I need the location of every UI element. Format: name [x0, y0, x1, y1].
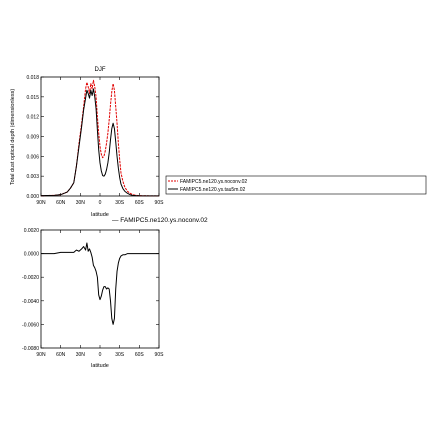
- bottom-x-tick-label: 90N: [36, 352, 46, 358]
- bottom-x-axis-label: latitude: [91, 363, 109, 369]
- top-x-ticks: 90N 60N 30N 0 30S 60S 90S: [36, 77, 164, 206]
- bottom-x-tick-label: 30N: [76, 352, 86, 358]
- top-y-tick-label: 0.006: [26, 154, 39, 160]
- top-panel: DJF 0.0000.0030.0060.0090.0120.0150.018 …: [10, 67, 164, 218]
- bottom-y-ticks: 0.0020 0.0000 -0.0020 -0.0040 -0.0060 -0.0080: [22, 228, 159, 352]
- top-x-tick-label: 60S: [135, 200, 145, 206]
- top-x-tick-label: 0: [99, 200, 102, 206]
- bottom-plot-frame: [40, 229, 160, 349]
- legend-box: [165, 175, 427, 195]
- top-x-tick-label: 30N: [76, 200, 86, 206]
- top-y-tick-label: 0.009: [26, 135, 39, 141]
- top-x-tick-label: 30S: [115, 200, 125, 206]
- top-x-tick-label: 90S: [155, 200, 165, 206]
- top-y-ticks: 0.000 0.003 0.006 0.009 0.012 0.015 0.018: [26, 75, 159, 200]
- bottom-x-tick-label: 60S: [135, 352, 145, 358]
- top-y-tick-label: 0.015: [26, 95, 39, 101]
- legend: FAMIPC5.ne120.ys.noconv.02 FAMIPC5.ne120…: [165, 175, 427, 195]
- top-plot-frame: [40, 76, 160, 197]
- top-y-tick-label: 0.000: [26, 194, 39, 200]
- top-x-tick-label: 60N: [56, 200, 66, 206]
- bottom-y-tick-label: 0.0000: [24, 252, 40, 258]
- bottom-x-tick-label: 30S: [115, 352, 125, 358]
- top-y-axis-label: Total dust optical depth (dimensionless): [10, 89, 16, 185]
- bottom-y-tick-label: -0.0060: [22, 322, 39, 328]
- bottom-x-ticks: 90N 60N 30N 0 30S 60S 90S: [36, 230, 164, 358]
- top-y-tick-label: 0.003: [26, 174, 39, 180]
- top-y-tick-label: 0.018: [26, 75, 39, 81]
- legend-label-noconv: FAMIPC5.ne120.ys.noconv.02: [180, 179, 247, 185]
- bottom-series-lines: [41, 242, 159, 325]
- bottom-y-tick-label: -0.0080: [22, 346, 39, 352]
- top-y-tick-label: 0.012: [26, 115, 39, 121]
- bottom-panel: — FAMIPC5.ne120.ys.noconv.02 0.0020 0.000…: [22, 217, 208, 369]
- bottom-x-tick-label: 0: [99, 352, 102, 358]
- bottom-series-line-0: [41, 242, 159, 325]
- bottom-y-tick-label: -0.0040: [22, 299, 39, 305]
- top-x-axis-label: latitude: [91, 212, 109, 218]
- top-series-line-1: [40, 88, 159, 197]
- bottom-chart-title: — FAMIPC5.ne120.ys.noconv.02: [112, 217, 208, 224]
- legend-label-tau5m: FAMIPC5.ne120.ys.tau5m.02: [180, 187, 246, 193]
- top-x-tick-label: 90N: [36, 200, 46, 206]
- top-series-lines: [40, 79, 160, 197]
- top-chart-title: DJF: [95, 67, 106, 73]
- bottom-x-tick-label: 90S: [155, 352, 165, 358]
- bottom-y-tick-label: -0.0020: [22, 275, 39, 281]
- bottom-y-tick-label: 0.0020: [24, 228, 40, 234]
- top-series-line-0: [40, 79, 160, 197]
- bottom-x-tick-label: 60N: [56, 352, 66, 358]
